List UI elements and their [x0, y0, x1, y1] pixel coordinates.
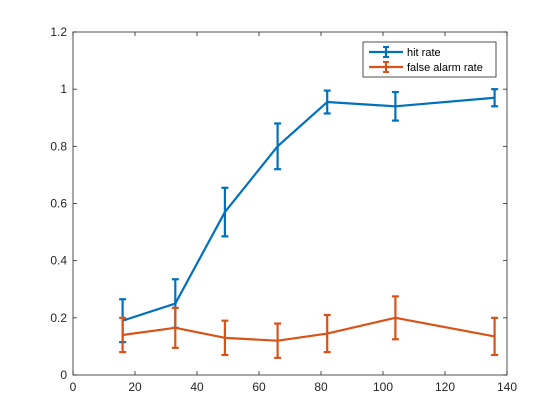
x-tick-label: 60	[252, 380, 266, 394]
plot-area	[73, 32, 507, 375]
axes: 0 20 40 60 80 100 120 140 0 0.2 0.4 0.6 0.8 1 1.2	[50, 25, 517, 394]
x-tick-label: 120	[435, 380, 455, 394]
series-layer	[119, 88, 499, 359]
x-tick-label: 140	[497, 380, 517, 394]
x-tick-label: 80	[314, 380, 328, 394]
y-tick-label: 0.6	[50, 197, 67, 211]
x-tick-label: 40	[190, 380, 204, 394]
y-tick-label: 0	[60, 368, 67, 382]
series-false-alarm-rate	[119, 295, 499, 359]
y-tick-label: 0.8	[50, 139, 67, 153]
y-tick-label: 0.4	[50, 254, 67, 268]
legend-label: false alarm rate	[407, 62, 483, 74]
y-tick-label: 1	[60, 82, 67, 96]
x-tick-label: 20	[128, 380, 142, 394]
legend-label: hit rate	[407, 47, 441, 59]
series-hit-rate	[119, 88, 499, 344]
legend: hit rate false alarm rate	[362, 41, 497, 78]
x-tick-label: 100	[373, 380, 393, 394]
x-tick-label: 0	[70, 380, 77, 394]
y-tick-label: 0.2	[50, 311, 67, 325]
y-tick-label: 1.2	[50, 25, 67, 39]
